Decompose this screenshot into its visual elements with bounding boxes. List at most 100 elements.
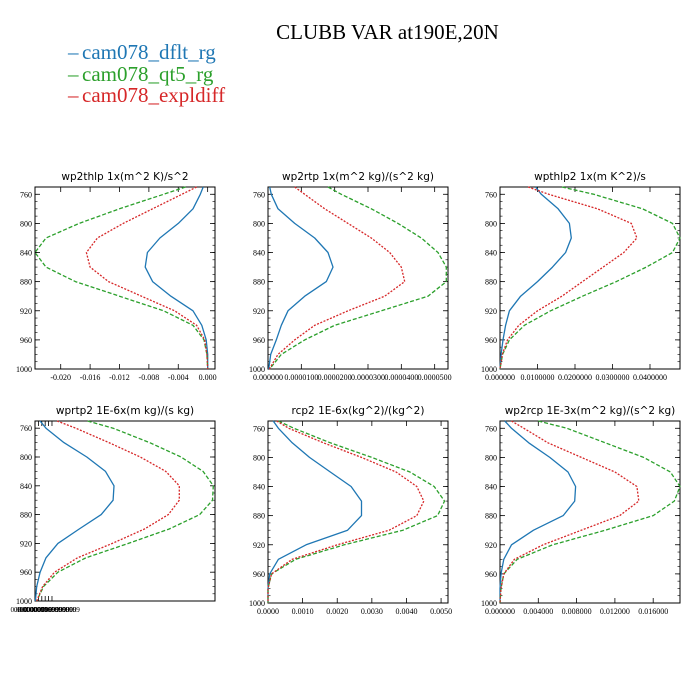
y-tick-label: 760 xyxy=(253,424,265,433)
y-tick-label: 960 xyxy=(20,568,32,577)
y-tick-label: 840 xyxy=(253,483,265,492)
x-tick-label: 0.00000039999999 xyxy=(11,606,67,614)
x-tick-label: 0.0400000 xyxy=(633,373,667,382)
series-line-cam078_qt5_rg xyxy=(499,186,681,370)
y-tick-label: 840 xyxy=(20,249,32,258)
y-tick-label: 760 xyxy=(20,190,32,199)
x-tick-label: 0.0000300 xyxy=(351,373,385,382)
x-tick-label: 0.0030 xyxy=(361,607,383,616)
y-tick-label: 800 xyxy=(20,453,32,462)
chart-panel-2: wp2rtp 1x(m^2 kg)/(s^2 kg) 760 800 840 880 92… xyxy=(249,171,452,382)
x-tick-label: 0.0010 xyxy=(292,607,314,616)
series-line-cam078_expldiff xyxy=(85,186,209,370)
y-tick-label: 800 xyxy=(20,219,32,228)
y-tick-label: 880 xyxy=(253,512,265,521)
series-line-cam078_dflt_rg xyxy=(144,186,209,369)
series-line-cam078_dflt_rg xyxy=(34,420,115,602)
x-tick-label: 0.00000000 xyxy=(18,606,53,614)
y-tick-label: 1000 xyxy=(249,365,265,374)
y-tick-label: 840 xyxy=(20,482,32,491)
series-line-cam078_qt5_rg xyxy=(36,420,214,602)
x-tick-label: -0.020 xyxy=(50,373,71,382)
plot-frame xyxy=(34,186,216,370)
x-tick-label: 0.0000400 xyxy=(384,373,418,382)
y-tick-label: 800 xyxy=(253,219,265,228)
x-tick-label: 0.000000 xyxy=(485,373,515,382)
y-tick-label: 760 xyxy=(253,190,265,199)
page-title: CLUBB VAR at190E,20N xyxy=(276,20,499,44)
y-tick-label: 1000 xyxy=(481,365,497,374)
chart-panel-3: wpthlp2 1x(m K^2)/s 760 800 840 880 920 960 100… xyxy=(481,171,681,382)
x-tick-label: 0.0300000 xyxy=(596,373,630,382)
y-tick-label: 1000 xyxy=(249,599,265,608)
x-tick-label: 0.0100000 xyxy=(521,373,555,382)
legend-item-qt5: – cam078_qt5_rg xyxy=(68,61,225,86)
chart-panel-6: wp2rcp 1E-3x(m^2 kg)/(s^2 kg) 760 800 840 88… xyxy=(481,405,681,616)
x-tick-label: 0.000000 xyxy=(485,607,515,616)
legend-label: cam078_dflt_rg xyxy=(82,40,216,64)
x-tick-label: 0.012000 xyxy=(600,607,630,616)
y-tick-label: 840 xyxy=(485,249,497,258)
x-tick-label: -0.008 xyxy=(139,373,160,382)
panel-title: wp2rcp 1E-3x(m^2 kg)/(s^2 kg) xyxy=(505,405,676,417)
x-tick-label: 0.0000 xyxy=(257,607,279,616)
x-tick-label: 0.0000100 xyxy=(284,373,318,382)
series-line-cam078_expldiff xyxy=(267,420,425,603)
y-tick-label: 800 xyxy=(253,453,265,462)
plot-frame xyxy=(34,420,216,602)
y-tick-label: 880 xyxy=(20,511,32,520)
y-tick-label: 960 xyxy=(20,336,32,345)
legend: – cam078_dflt_rg – cam078_qt5_rg – cam078_e… xyxy=(68,40,226,107)
x-tick-label: 0.0050 xyxy=(430,607,452,616)
series-line-cam078_dflt_rg xyxy=(499,420,577,603)
y-tick-label: 1000 xyxy=(481,599,497,608)
x-tick-label: 0.008000 xyxy=(562,607,592,616)
y-tick-label: 760 xyxy=(485,190,497,199)
y-tick-label: 960 xyxy=(253,336,265,345)
x-tick-label: 0.004000 xyxy=(523,607,553,616)
legend-label: cam078_expldiff xyxy=(82,83,226,107)
y-tick-label: 920 xyxy=(485,307,497,316)
legend-label: cam078_qt5_rg xyxy=(82,61,214,86)
panel-title: wp2thlp 1x(m^2 K)/s^2 xyxy=(61,171,188,183)
legend-item-dflt: – cam078_dflt_rg xyxy=(68,40,225,64)
y-tick-label: 880 xyxy=(485,278,497,287)
x-tick-label: 0.00000199999999 xyxy=(24,606,80,614)
series-line-cam078_dflt_rg xyxy=(267,420,363,603)
x-tick-label: 0.0000500 xyxy=(418,373,452,382)
plot-frame xyxy=(267,186,449,370)
series-line-cam078_dflt_rg xyxy=(499,186,572,370)
chart-panel-5: rcp2 1E-6x(kg^2)/(kg^2) 760 800 840 880 920 96… xyxy=(249,405,452,616)
y-tick-label: 800 xyxy=(485,219,497,228)
y-tick-label: 920 xyxy=(253,541,265,550)
y-tick-label: 960 xyxy=(485,570,497,579)
y-tick-label: 960 xyxy=(485,336,497,345)
x-tick-label: 0.00000079999999 xyxy=(14,606,70,614)
chart-panel-1: wp2thlp 1x(m^2 K)/s^2 760 800 840 880 920 960 1… xyxy=(16,171,217,382)
legend-swatch: – xyxy=(68,61,79,86)
series-line-cam078_expldiff xyxy=(268,186,406,370)
x-tick-label: 0.000000 xyxy=(253,373,283,382)
x-tick-label: -0.016 xyxy=(80,373,101,382)
legend-swatch: – xyxy=(68,40,79,64)
x-tick-label: 0.000 xyxy=(199,373,217,382)
x-tick-label: 0.0020 xyxy=(326,607,348,616)
y-tick-label: 920 xyxy=(20,539,32,548)
y-tick-label: 760 xyxy=(485,424,497,433)
y-tick-label: 760 xyxy=(20,424,32,433)
y-tick-label: 1000 xyxy=(16,365,32,374)
plot-frame xyxy=(499,186,681,370)
chart-panel-4: wprtp2 1E-6x(m kg)/(s kg) 760 800 840 880 920… xyxy=(11,405,216,614)
x-tick-label: 0.00000120000000 xyxy=(17,606,73,614)
legend-swatch: – xyxy=(68,83,79,107)
series-line-cam078_expldiff xyxy=(499,186,638,370)
panel-title: wp2rtp 1x(m^2 kg)/(s^2 kg) xyxy=(282,171,434,183)
x-tick-label: -0.012 xyxy=(109,373,130,382)
y-tick-label: 880 xyxy=(485,512,497,521)
series-line-cam078_qt5_rg xyxy=(34,186,209,370)
legend-item-expldiff: – cam078_expldiff xyxy=(68,83,226,107)
x-tick-label: 0.016000 xyxy=(638,607,668,616)
y-tick-label: 840 xyxy=(253,249,265,258)
y-tick-label: 880 xyxy=(253,278,265,287)
y-tick-label: 880 xyxy=(20,278,32,287)
